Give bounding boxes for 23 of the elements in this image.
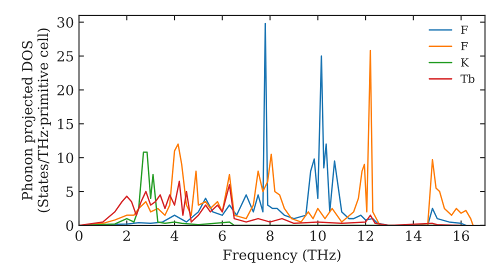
x-tick-label: 14	[406, 230, 422, 241]
y-tick-label: 5	[66, 186, 74, 198]
x-tick-label: 6	[218, 230, 226, 242]
legend-label: K	[461, 58, 469, 66]
x-tick-label: 10	[310, 230, 326, 242]
y-tick-label: 25	[57, 51, 74, 62]
line-series	[79, 180, 462, 226]
y-tick-label: 10	[58, 152, 74, 164]
x-tick-label: 0	[75, 230, 82, 242]
x-tick-label: 16	[454, 230, 470, 242]
x-tick-label: 12	[358, 230, 374, 241]
y-tick-label: 15	[58, 118, 74, 130]
y-tick-label: 20	[57, 84, 74, 96]
y-tick-label: 30	[58, 17, 74, 28]
y-axis-title: Phonon projected DOS (States/THz·primitive cell)	[22, 28, 51, 212]
x-tick-label: 2	[123, 230, 130, 241]
legend-label: F	[461, 42, 468, 50]
x-tick-label: 8	[266, 230, 274, 242]
legend-label: Tb	[460, 74, 474, 83]
legend-label: F	[461, 26, 468, 34]
y-tick-label: 0	[66, 220, 74, 231]
x-tick-label: 4	[170, 230, 178, 241]
x-axis-title: Frequency (THz)	[223, 249, 340, 263]
